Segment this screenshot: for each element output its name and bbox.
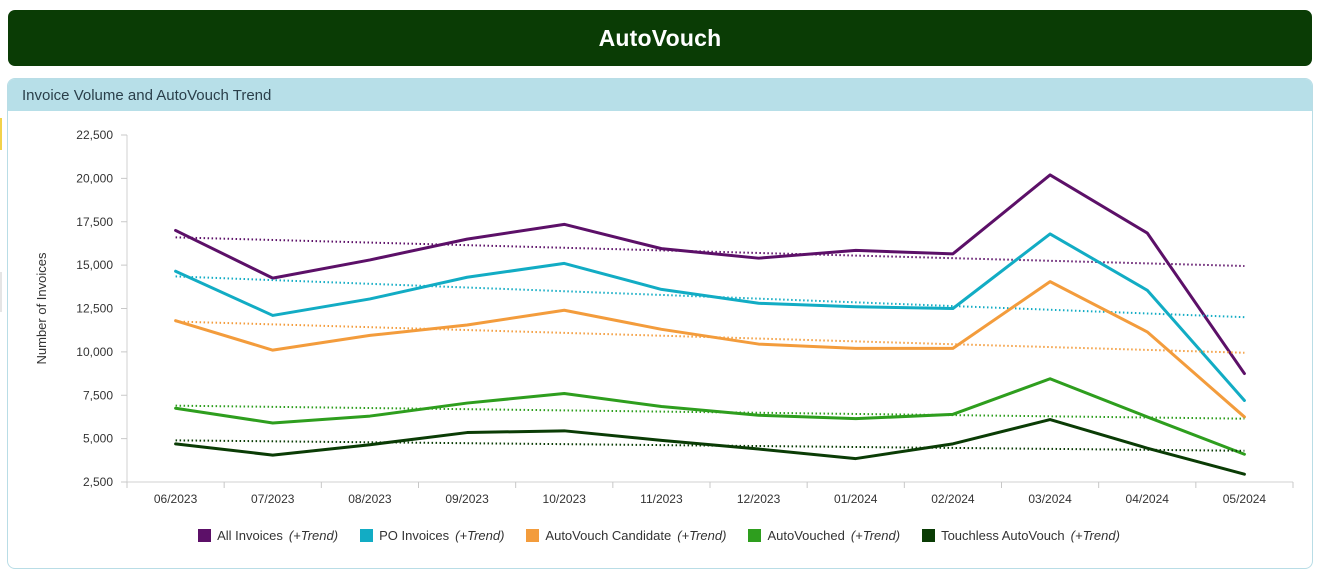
y-tick-label: 7,500: [83, 388, 113, 402]
y-tick-label: 22,500: [76, 128, 113, 142]
legend-swatch: [526, 528, 540, 542]
legend-swatch: [922, 528, 936, 542]
legend-swatch: [360, 528, 374, 542]
chart-legend: All Invoices (+Trend) PO Invoices (+Tren…: [0, 524, 1318, 546]
x-tick-label: 03/2024: [1028, 492, 1072, 506]
y-tick-label: 12,500: [76, 302, 113, 316]
x-tick-label: 04/2024: [1126, 492, 1170, 506]
legend-label: AutoVouched: [767, 527, 845, 543]
legend-trend-note: (+Trend): [1070, 527, 1120, 543]
chart-panel: Invoice Volume and AutoVouch Trend: [7, 78, 1313, 569]
y-tick-label: 10,000: [76, 345, 113, 359]
legend-item-autovouch-candidate[interactable]: AutoVouch Candidate (+Trend): [526, 528, 726, 543]
x-tick-label: 05/2024: [1223, 492, 1267, 506]
x-tick-label: 10/2023: [543, 492, 587, 506]
x-tick-label: 06/2023: [154, 492, 198, 506]
y-tick-label: 5,000: [83, 432, 113, 446]
legend-label: Touchless AutoVouch: [941, 527, 1065, 543]
legend-item-po-invoices[interactable]: PO Invoices (+Trend): [360, 528, 504, 543]
legend-item-all-invoices[interactable]: All Invoices (+Trend): [198, 528, 338, 543]
trend-line-all-invoices: [175, 236, 1245, 267]
trend-line-autovouch-candidate: [175, 320, 1245, 354]
legend-label: All Invoices: [217, 527, 283, 543]
x-tick-label: 01/2024: [834, 492, 878, 506]
legend-trend-note: (+Trend): [677, 527, 727, 543]
edge-marker: [0, 118, 2, 150]
y-tick-label: 2,500: [83, 475, 113, 489]
x-tick-label: 12/2023: [737, 492, 781, 506]
app-header: AutoVouch: [8, 10, 1312, 66]
x-tick-label: 07/2023: [251, 492, 295, 506]
legend-label: AutoVouch Candidate: [545, 527, 672, 543]
x-tick-label: 11/2023: [640, 492, 683, 506]
page-title: AutoVouch: [598, 24, 722, 51]
legend-trend-note: (+Trend): [850, 527, 901, 543]
series-line-touchless-autovouch: [174, 418, 1246, 476]
legend-trend-note: (+Trend): [288, 527, 339, 543]
series-line-autovouched: [174, 377, 1246, 456]
panel-header: Invoice Volume and AutoVouch Trend: [8, 79, 1312, 111]
y-tick-label: 20,000: [76, 171, 113, 185]
x-tick-label: 09/2023: [445, 492, 489, 506]
legend-swatch: [198, 528, 212, 542]
y-tick-label: 15,000: [76, 258, 113, 272]
y-tick-label: 17,500: [76, 215, 113, 229]
series-line-po-invoices: [174, 232, 1246, 402]
series-line-all-invoices: [174, 173, 1246, 376]
edge-marker: [0, 272, 2, 312]
series-line-autovouch-candidate: [174, 280, 1246, 419]
x-tick-label: 02/2024: [931, 492, 975, 506]
legend-item-autovouched[interactable]: AutoVouched (+Trend): [748, 528, 900, 543]
legend-item-touchless-autovouch[interactable]: Touchless AutoVouch (+Trend): [922, 528, 1120, 543]
panel-title: Invoice Volume and AutoVouch Trend: [22, 86, 272, 104]
legend-trend-note: (+Trend): [455, 527, 505, 543]
y-axis-title: Number of Invoices: [34, 252, 49, 364]
legend-label: PO Invoices: [379, 527, 450, 543]
x-tick-label: 08/2023: [348, 492, 392, 506]
legend-swatch: [748, 528, 762, 542]
